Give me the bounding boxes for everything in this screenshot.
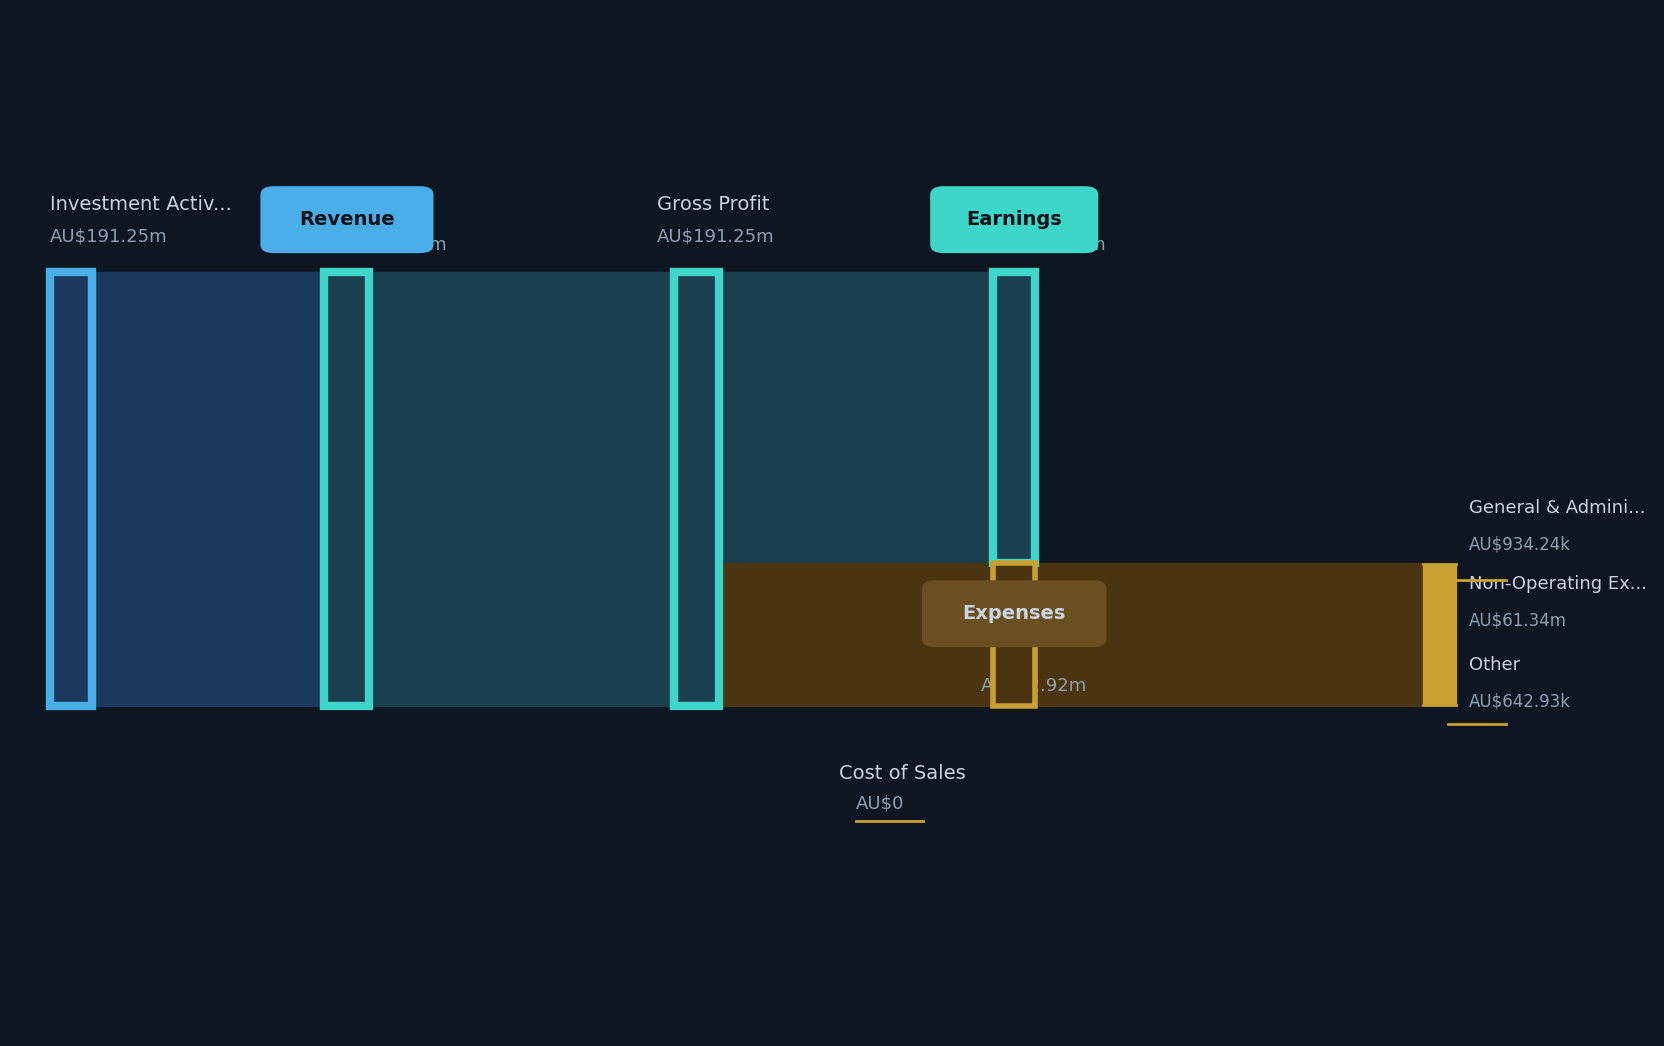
Text: AU$191.25m: AU$191.25m xyxy=(50,228,168,246)
Polygon shape xyxy=(1035,563,1423,706)
Text: AU$128.33m: AU$128.33m xyxy=(988,235,1107,253)
Text: Other: Other xyxy=(1469,656,1521,674)
Text: AU$62.92m: AU$62.92m xyxy=(980,677,1087,695)
Text: AU$642.93k: AU$642.93k xyxy=(1469,692,1571,710)
Text: Gross Profit: Gross Profit xyxy=(657,196,770,214)
FancyBboxPatch shape xyxy=(261,186,433,253)
Polygon shape xyxy=(719,272,993,563)
Bar xyxy=(324,272,369,706)
Polygon shape xyxy=(92,272,324,706)
Text: AU$0: AU$0 xyxy=(855,795,905,813)
Bar xyxy=(674,272,719,706)
Text: Cost of Sales: Cost of Sales xyxy=(839,764,967,782)
Text: Non-Operating Ex...: Non-Operating Ex... xyxy=(1469,575,1647,593)
Bar xyxy=(993,563,1035,706)
Text: AU$191.25m: AU$191.25m xyxy=(657,228,775,246)
Text: General & Admini...: General & Admini... xyxy=(1469,499,1646,517)
Bar xyxy=(50,272,92,706)
Bar xyxy=(1423,565,1456,705)
Text: Investment Activ...: Investment Activ... xyxy=(50,196,231,214)
FancyBboxPatch shape xyxy=(922,581,1107,647)
Text: Expenses: Expenses xyxy=(962,605,1067,623)
Text: AU$191.25m: AU$191.25m xyxy=(331,235,448,253)
Polygon shape xyxy=(719,563,993,706)
Text: AU$934.24k: AU$934.24k xyxy=(1469,536,1571,553)
Bar xyxy=(993,272,1035,563)
Text: AU$61.34m: AU$61.34m xyxy=(1469,612,1567,630)
FancyBboxPatch shape xyxy=(930,186,1098,253)
Text: Earnings: Earnings xyxy=(967,210,1062,229)
Text: Revenue: Revenue xyxy=(300,210,394,229)
Polygon shape xyxy=(369,272,674,706)
